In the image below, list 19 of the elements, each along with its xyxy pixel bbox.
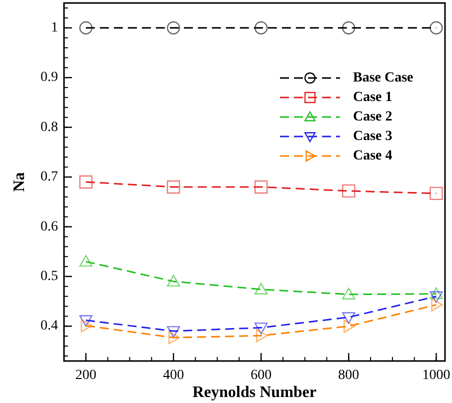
y-tick-label: 0.9 <box>40 70 58 86</box>
legend-label: Case 2 <box>353 110 392 124</box>
y-tick-label: 0.6 <box>40 219 58 234</box>
x-tick-label: 400 <box>162 368 184 383</box>
y-tick-label: 0.8 <box>40 120 58 135</box>
y-tick-label: 0.7 <box>40 170 58 185</box>
x-tick-label: 1000 <box>422 368 450 383</box>
legend-label: Case 1 <box>353 90 392 105</box>
legend-label: Case 3 <box>353 129 392 144</box>
x-axis-title: Reynolds Number <box>192 384 317 401</box>
legend-label: Case 4 <box>353 148 392 164</box>
x-tick-label: 600 <box>250 368 272 383</box>
y-tick-label: 0.5 <box>40 268 58 284</box>
x-tick-label: 800 <box>338 368 360 383</box>
y-tick-label: 1 <box>51 20 58 36</box>
x-tick-label: 200 <box>75 368 96 383</box>
y-axis-title: Na <box>11 172 28 192</box>
legend-label: Base Case <box>353 70 414 86</box>
y-tick-label: 0.4 <box>40 318 58 334</box>
